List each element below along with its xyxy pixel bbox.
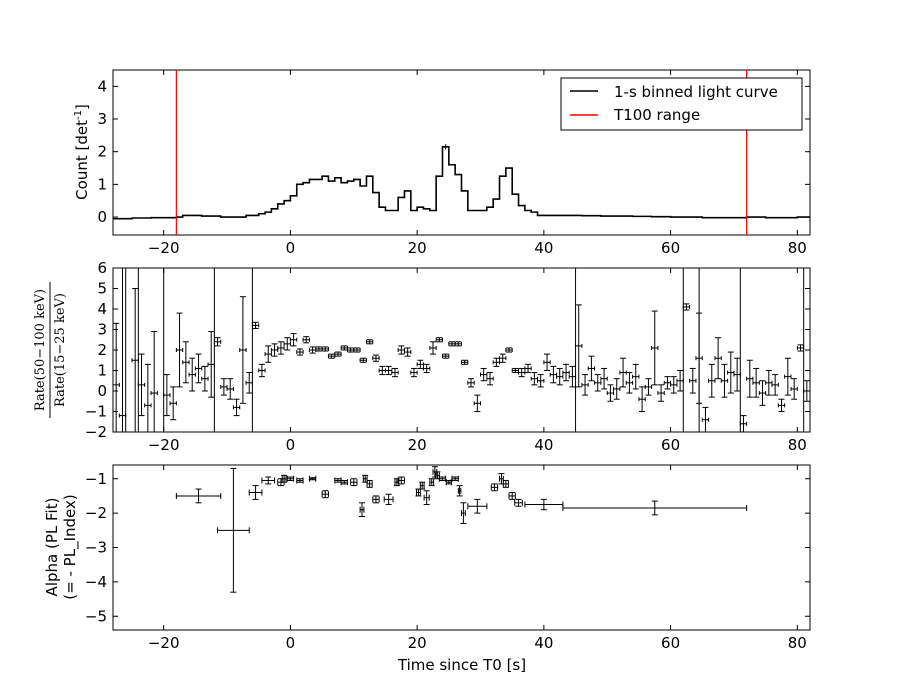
light-curve-panel: −20 0 20 40 60 80 0 1 2 3 4 Count [det-1] 1-s binn… — [73, 69, 811, 257]
hardness-ratio-ytick-label: 0 — [97, 382, 107, 400]
hardness-ratio-ytick-label: −1 — [85, 403, 107, 421]
alpha-plot-area — [175, 466, 748, 593]
light-curve-axes-frame — [112, 69, 811, 236]
hardness-ratio-ytick-label: 6 — [97, 259, 107, 277]
light-curve-xtick-label: 60 — [661, 239, 680, 257]
alpha-xtick-label: 80 — [788, 634, 807, 652]
light-curve-xtick-label: 0 — [286, 239, 296, 257]
alpha-xtick-label: 20 — [408, 634, 427, 652]
alpha-panel: −20 0 20 40 60 80 −5 −4 −3 −2 −1 Alpha (PL Fit) (=… — [43, 464, 811, 674]
hardness-ratio-points — [113, 268, 810, 432]
light-curve-xtick-label: 20 — [408, 239, 427, 257]
hardness-ratio-xtick-label: 60 — [661, 436, 680, 454]
legend-box — [560, 77, 803, 131]
hardness-ratio-ylabel: Rate(50−100 keV) Rate(15−25 keV) — [33, 282, 68, 418]
light-curve-ytick-label: 2 — [97, 143, 107, 161]
light-curve-ytick-label: 4 — [97, 77, 107, 95]
legend: 1-s binned light curve T100 range — [560, 77, 803, 131]
legend-label-t100: T100 range — [613, 106, 700, 124]
hardness-ratio-ytick-label: 2 — [97, 341, 107, 359]
light-curve-ytick-label: 0 — [97, 208, 107, 226]
hardness-ratio-xtick-label: −20 — [148, 436, 180, 454]
alpha-xtick-label: −20 — [148, 634, 180, 652]
alpha-ytick-label: −5 — [85, 607, 107, 625]
hardness-ratio-xtick-label: 40 — [534, 436, 553, 454]
light-curve-ytick-label: 3 — [97, 110, 107, 128]
alpha-xtick-label: 0 — [286, 634, 296, 652]
light-curve-series-line — [113, 145, 810, 220]
alpha-ticks: −20 0 20 40 60 80 −5 −4 −3 −2 −1 — [85, 465, 810, 652]
alpha-ylabel: Alpha (PL Fit) — [43, 498, 61, 597]
legend-label-light-curve: 1-s binned light curve — [614, 83, 778, 101]
light-curve-xtick-label: 40 — [534, 239, 553, 257]
hardness-ratio-xtick-label: 80 — [788, 436, 807, 454]
hardness-ratio-ytick-label: 1 — [97, 362, 107, 380]
hardness-ratio-panel: −20 0 20 40 60 80 −2 −1 0 1 2 3 4 5 6 Rate(50−100 keV)… — [33, 259, 811, 454]
light-curve-xtick-label: 80 — [788, 239, 807, 257]
hardness-ratio-ylabel-denominator: Rate(15−25 keV) — [53, 293, 68, 407]
alpha-ytick-label: −4 — [85, 573, 107, 591]
hardness-ratio-ylabel-numerator: Rate(50−100 keV) — [33, 289, 48, 411]
light-curve-ylabel: Count [det-1] — [73, 104, 91, 200]
hardness-ratio-xtick-label: 20 — [408, 436, 427, 454]
hardness-ratio-xtick-label: 0 — [286, 436, 296, 454]
hardness-ratio-ytick-label: 5 — [97, 280, 107, 298]
alpha-ytick-label: −2 — [85, 504, 107, 522]
light-curve-xtick-label: −20 — [148, 239, 180, 257]
hardness-ratio-ytick-label: 4 — [97, 300, 107, 318]
alpha-ytick-label: −3 — [85, 539, 107, 557]
hardness-ratio-ytick-label: −2 — [85, 423, 107, 441]
alpha-xtick-label: 40 — [534, 634, 553, 652]
light-curve-ticks: −20 0 20 40 60 80 0 1 2 3 4 — [97, 70, 810, 257]
alpha-ytick-label: −1 — [85, 470, 107, 488]
alpha-xtick-label: 60 — [661, 634, 680, 652]
hardness-ratio-plot-area — [113, 268, 810, 432]
hardness-ratio-ytick-label: 3 — [97, 321, 107, 339]
x-axis-label: Time since T0 [s] — [397, 656, 526, 674]
hardness-ratio-ticks: −20 0 20 40 60 80 −2 −1 0 1 2 3 4 5 6 — [85, 259, 810, 454]
light-curve-ytick-label: 1 — [97, 175, 107, 193]
alpha-ylabel-secondary: (= - PL_Index) — [61, 494, 80, 599]
